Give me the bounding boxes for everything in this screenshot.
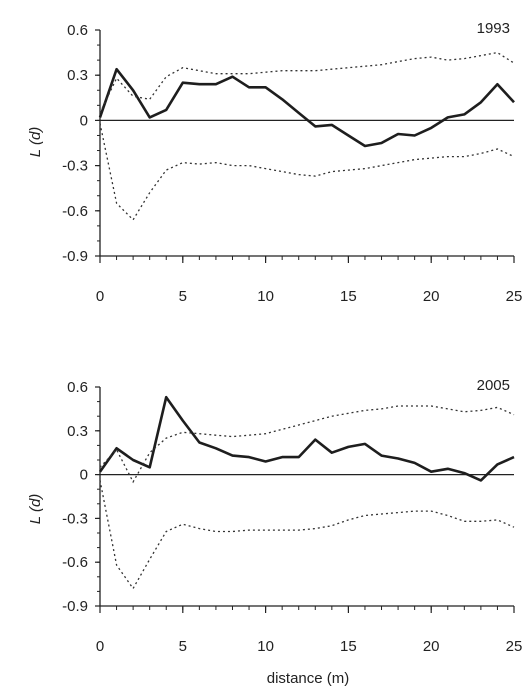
series-lower-envelope <box>99 480 515 590</box>
x-tick-label: 10 <box>257 288 274 305</box>
x-tick-label: 20 <box>423 638 440 655</box>
plot-area: 0.6 0.3 0 -0.3 -0.6 -0.9 0 5 10 15 20 25 <box>62 379 522 655</box>
x-axis-label: distance (m) <box>267 670 350 687</box>
y-tick-label: -0.9 <box>62 248 88 265</box>
x-tick-label: 15 <box>340 638 357 655</box>
y-tick-label: 0.3 <box>67 67 88 84</box>
panel-2005: L (d) 2005 distance (m) 0.60.30-0.3-0.6-… <box>27 377 522 687</box>
x-tick-label: 25 <box>506 288 523 305</box>
x-tick-label: 5 <box>179 288 187 305</box>
panel-1993: L (d) 1993 0.6 0.3 0 -0.3 -0.6 -0.9 0 5 10 15 20 25 <box>27 20 522 305</box>
x-tick-label: 5 <box>179 638 187 655</box>
y-tick-label: -0.9 <box>62 598 88 615</box>
y-tick-label: 0 <box>80 467 88 484</box>
plot-area: 0.6 0.3 0 -0.3 -0.6 -0.9 0 5 10 15 20 25 <box>62 22 522 305</box>
series-upper-envelope <box>99 51 515 114</box>
y-tick-label: 0.6 <box>67 22 88 39</box>
x-tick-label: 10 <box>257 638 274 655</box>
year-annotation: 2005 <box>477 377 510 394</box>
x-tick-label: 25 <box>506 638 523 655</box>
y-tick-label: 0.6 <box>67 379 88 396</box>
x-tick-label: 0 <box>96 638 104 655</box>
y-tick-label: 0 <box>80 112 88 129</box>
x-tick-label: 0 <box>96 288 104 305</box>
series-observed <box>98 67 515 148</box>
x-tick-label: 20 <box>423 288 440 305</box>
y-axis-label: L (d) <box>27 127 44 158</box>
year-annotation: 1993 <box>477 20 510 37</box>
y-axis-label: L (d) <box>27 494 44 525</box>
y-tick-label: 0.3 <box>67 423 88 440</box>
y-tick-label: -0.6 <box>62 203 88 220</box>
series-observed <box>98 395 515 482</box>
series-lower-envelope <box>99 123 515 221</box>
y-tick-label: -0.6 <box>62 554 88 571</box>
y-tick-label: -0.3 <box>62 158 88 175</box>
y-tick-label: -0.3 <box>62 510 88 527</box>
x-tick-label: 15 <box>340 288 357 305</box>
